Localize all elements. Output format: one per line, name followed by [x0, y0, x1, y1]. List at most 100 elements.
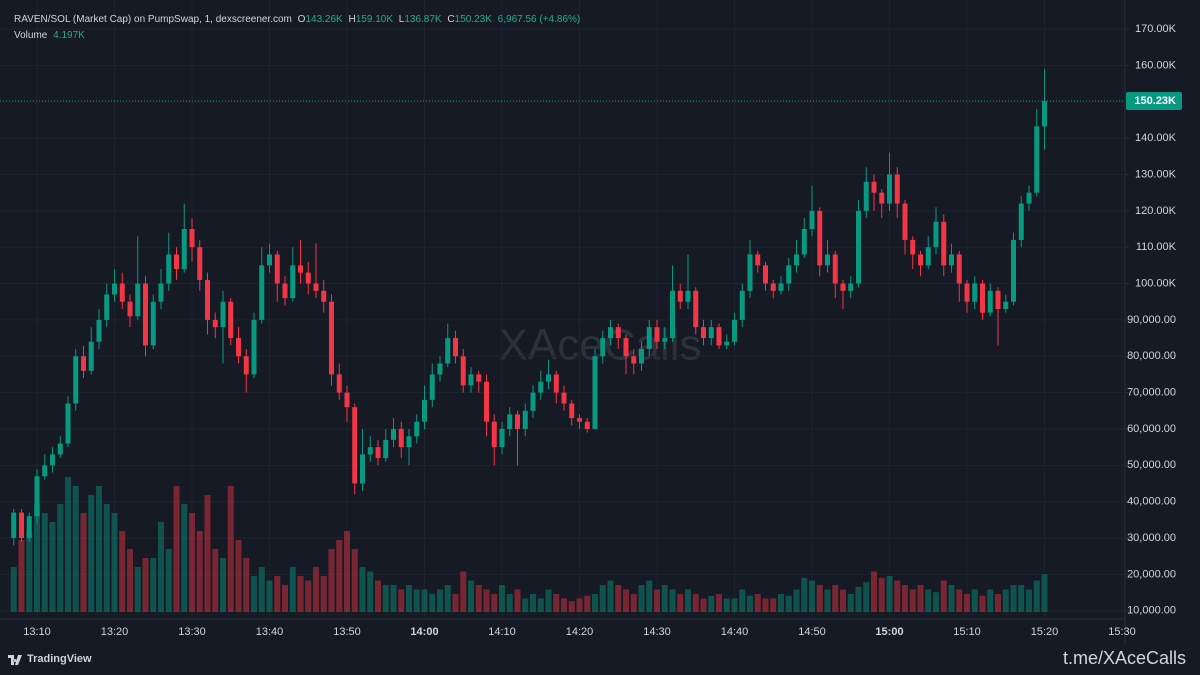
candle-body	[631, 356, 637, 364]
candle-body	[119, 283, 125, 302]
candle-body	[910, 239, 916, 255]
volume-bar	[801, 577, 808, 612]
candle-body	[608, 327, 613, 339]
volume-bar	[770, 598, 777, 612]
candle-body	[732, 319, 737, 342]
volume-bar	[468, 580, 474, 612]
x-tick-label: 13:40	[256, 626, 284, 638]
candle-body	[646, 327, 652, 349]
volume-bar	[150, 558, 157, 612]
x-tick-label: 15:10	[953, 626, 981, 638]
candle-body	[453, 338, 458, 357]
volume-bar	[111, 513, 118, 612]
candle-body	[158, 283, 164, 302]
volume-bar	[816, 585, 823, 612]
volume-bar	[235, 540, 242, 612]
volume-bar	[630, 594, 637, 612]
candle-body	[515, 414, 520, 429]
volume-bar	[933, 592, 939, 612]
volume-bar	[623, 589, 629, 612]
volume-bar	[243, 558, 250, 612]
last-price-tag	[1126, 91, 1182, 110]
candle-body	[88, 341, 94, 371]
volume-bar	[692, 594, 699, 612]
volume-bar	[809, 580, 815, 612]
candle-body	[406, 436, 412, 448]
candle-body	[972, 283, 978, 302]
volume-bar	[537, 598, 544, 612]
candle-body	[871, 181, 877, 193]
candle-body	[73, 356, 79, 404]
candle-body	[57, 443, 63, 455]
candle-body	[925, 247, 931, 266]
volume-bar	[561, 598, 567, 612]
volume-value: 4.197K	[53, 30, 85, 41]
candle-body	[189, 229, 195, 248]
candle-body	[964, 283, 970, 302]
candle-body	[228, 301, 234, 339]
volume-bar	[855, 586, 862, 612]
volume-bar	[530, 594, 536, 612]
volume-bar	[336, 540, 343, 612]
candle-body	[840, 283, 846, 291]
candle-body	[127, 301, 133, 317]
volume-bar	[785, 595, 792, 612]
candle-body	[243, 356, 249, 375]
volume-bar	[72, 486, 79, 612]
volume-bar	[96, 486, 102, 612]
volume-bar	[359, 567, 366, 612]
c-value: 150.23K	[454, 14, 492, 25]
candle-body	[282, 283, 288, 299]
candle-body	[825, 254, 830, 266]
volume-bar	[708, 595, 715, 612]
y-tick-label: 50,000.00	[1127, 459, 1176, 471]
volume-bar	[925, 589, 932, 612]
candle-body	[414, 421, 420, 437]
candle-body	[344, 392, 350, 408]
candle-body	[81, 356, 86, 371]
volume-bar	[406, 585, 412, 612]
volume-bar	[119, 531, 126, 612]
x-tick-label: 13:10	[23, 626, 51, 638]
volume-bar	[568, 601, 575, 612]
volume-bar	[460, 571, 467, 612]
candle-body	[267, 254, 272, 266]
volume-bar	[344, 531, 350, 612]
volume-bar	[491, 594, 498, 612]
volume-bar	[413, 589, 420, 612]
candle-body	[236, 338, 241, 357]
candle-body	[623, 338, 629, 357]
candle-body	[313, 283, 319, 291]
candle-body	[336, 374, 342, 393]
candle-body	[96, 319, 102, 342]
x-tick-label: 14:50	[798, 626, 826, 638]
volume-bar	[909, 589, 916, 612]
volume-bar	[886, 576, 893, 612]
candle-body	[817, 210, 823, 266]
candle-body	[367, 447, 373, 455]
candle-body	[305, 272, 311, 284]
volume-bar	[10, 567, 17, 612]
volume-bar	[57, 504, 64, 612]
volume-bar	[956, 589, 963, 612]
volume-bar	[328, 549, 335, 612]
volume-bar	[661, 585, 668, 612]
volume-bar	[654, 589, 660, 612]
candle-body	[584, 421, 590, 429]
volume-bar	[739, 589, 746, 612]
volume-bar	[258, 567, 265, 612]
volume-bar	[1041, 574, 1048, 612]
volume-bar	[289, 567, 296, 612]
volume-bar	[964, 594, 970, 612]
volume-bar	[49, 522, 56, 612]
volume-bar	[940, 580, 947, 612]
candle-body	[274, 254, 280, 284]
candle-body	[987, 290, 993, 313]
y-tick-label: 30,000.00	[1127, 532, 1176, 544]
volume-bar	[948, 585, 955, 612]
volume-bar	[351, 549, 358, 612]
candle-body	[956, 254, 962, 284]
brand: TradingView	[27, 653, 92, 665]
candle-body	[670, 290, 675, 339]
